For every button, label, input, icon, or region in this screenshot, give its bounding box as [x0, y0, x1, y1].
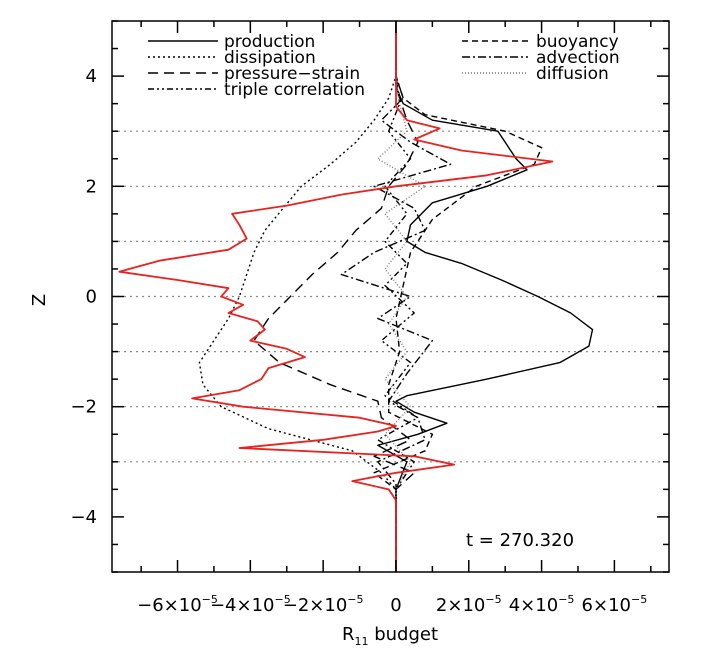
legend-label-buoyancy: buoyancy [536, 32, 619, 52]
x-axis-title-suffix: budget [368, 624, 438, 645]
time-annotation: t = 270.320 [466, 530, 574, 551]
series-line-triple-correlation [377, 21, 419, 572]
legend-label-production: production [224, 32, 315, 52]
y-tick-label: −2 [70, 397, 97, 418]
x-axis-title-r: R [342, 624, 355, 645]
series-line-red [118, 21, 554, 572]
series-line-production [377, 21, 594, 572]
series-line-diffusion [377, 21, 426, 572]
y-tick-label: −4 [70, 507, 97, 528]
x-tick-label: 2×10−5 [436, 593, 502, 616]
y-tick-label: 4 [86, 66, 97, 87]
y-tick-label: 2 [86, 176, 97, 197]
series-line-pressure-strain [253, 21, 419, 572]
x-axis-title: R11 budget [342, 624, 438, 648]
legend-label-advection: advection [536, 48, 620, 68]
series-line-advection [340, 21, 452, 572]
legend-label-triple-correlation: triple correlation [224, 80, 365, 100]
x-tick-label: 6×10−5 [582, 593, 648, 616]
axis-ticks [112, 20, 669, 573]
tick-labels: −6×10−5−4×10−5−2×10−5 0 2×10−5 4×10−5 6×10−5… [70, 66, 647, 616]
x-axis-title-sub: 11 [354, 635, 368, 648]
legend-label-pressure-strain: pressure−strain [224, 64, 360, 84]
legend-label-diffusion: diffusion [536, 64, 609, 84]
legend: production buoyancy dissipation advection pr… [148, 32, 620, 100]
y-tick-label: 0 [86, 287, 97, 308]
series-lines [118, 21, 594, 572]
x-tick-label: 4×10−5 [509, 593, 575, 616]
x-tick-label: −4×10−5 [210, 593, 291, 616]
series-line-dissipation [198, 21, 397, 572]
x-tick-label: −2×10−5 [283, 593, 364, 616]
y-axis-title: Z [29, 294, 50, 306]
legend-label-dissipation: dissipation [224, 48, 316, 68]
x-tick-label: 0 [390, 595, 401, 616]
x-tick-label: −6×10−5 [137, 593, 218, 616]
